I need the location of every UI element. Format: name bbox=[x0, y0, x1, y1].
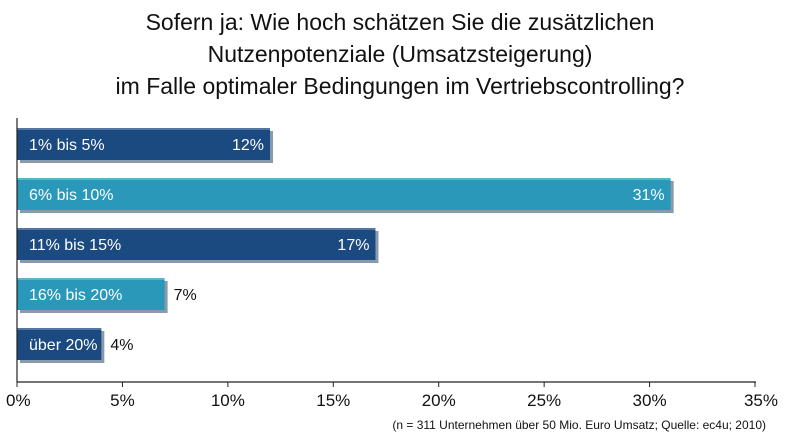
bar bbox=[17, 178, 671, 210]
x-tick-label: 35% bbox=[744, 391, 778, 410]
bar-highlight bbox=[17, 128, 271, 130]
bar-group: 16% bis 20% 7% bbox=[17, 278, 197, 313]
category-label: über 20% bbox=[29, 337, 98, 354]
category-label: 11% bis 15% bbox=[29, 237, 121, 254]
value-label: 17% bbox=[337, 237, 369, 254]
value-label: 31% bbox=[633, 187, 665, 204]
chart-title-line-3: im Falle optimaler Bedingungen im Vertri… bbox=[115, 73, 685, 99]
bar bbox=[17, 228, 376, 260]
bar-group: 6% bis 10% 31% bbox=[17, 178, 674, 213]
chart-title-line-2: Nutzenpotenziale (Umsatzsteigerung) bbox=[207, 41, 593, 67]
bar-group: 11% bis 15% 17% bbox=[17, 228, 379, 263]
x-tick-label: 30% bbox=[633, 391, 667, 410]
bar-highlight bbox=[17, 228, 376, 230]
bar-group: über 20% 4% bbox=[17, 328, 133, 363]
x-tick-label: 20% bbox=[422, 391, 456, 410]
value-label: 4% bbox=[110, 337, 133, 354]
bar bbox=[17, 128, 271, 160]
chart-title: Sofern ja: Wie hoch schätzen Sie die zus… bbox=[0, 6, 800, 102]
bars-layer: 1% bis 5% 12%6% bis 10% 31%11% bis 15% 17%1… bbox=[17, 128, 674, 363]
x-tick-label: 15% bbox=[316, 391, 350, 410]
category-label: 6% bis 10% bbox=[29, 187, 114, 204]
bar bbox=[17, 328, 102, 360]
bar-highlight bbox=[17, 178, 671, 180]
x-tick-label: 10% bbox=[211, 391, 245, 410]
source-note: (n = 311 Unternehmen über 50 Mio. Euro U… bbox=[392, 418, 766, 432]
value-label: 12% bbox=[232, 137, 264, 154]
chart-title-line-1: Sofern ja: Wie hoch schätzen Sie die zus… bbox=[145, 9, 655, 35]
bar-highlight bbox=[17, 278, 165, 280]
x-axis: 0% 5% 10% 15% 20% 25% 30% 35% bbox=[6, 118, 778, 410]
x-tick-label: 0% bbox=[6, 391, 31, 410]
bar bbox=[17, 278, 165, 310]
category-label: 1% bis 5% bbox=[29, 137, 105, 154]
value-label: 7% bbox=[174, 287, 197, 304]
bar-highlight bbox=[17, 328, 102, 330]
x-tick-label: 5% bbox=[110, 391, 135, 410]
x-tick-label: 25% bbox=[527, 391, 561, 410]
bar-group: 1% bis 5% 12% bbox=[17, 128, 274, 163]
category-label: 16% bis 20% bbox=[29, 287, 122, 304]
